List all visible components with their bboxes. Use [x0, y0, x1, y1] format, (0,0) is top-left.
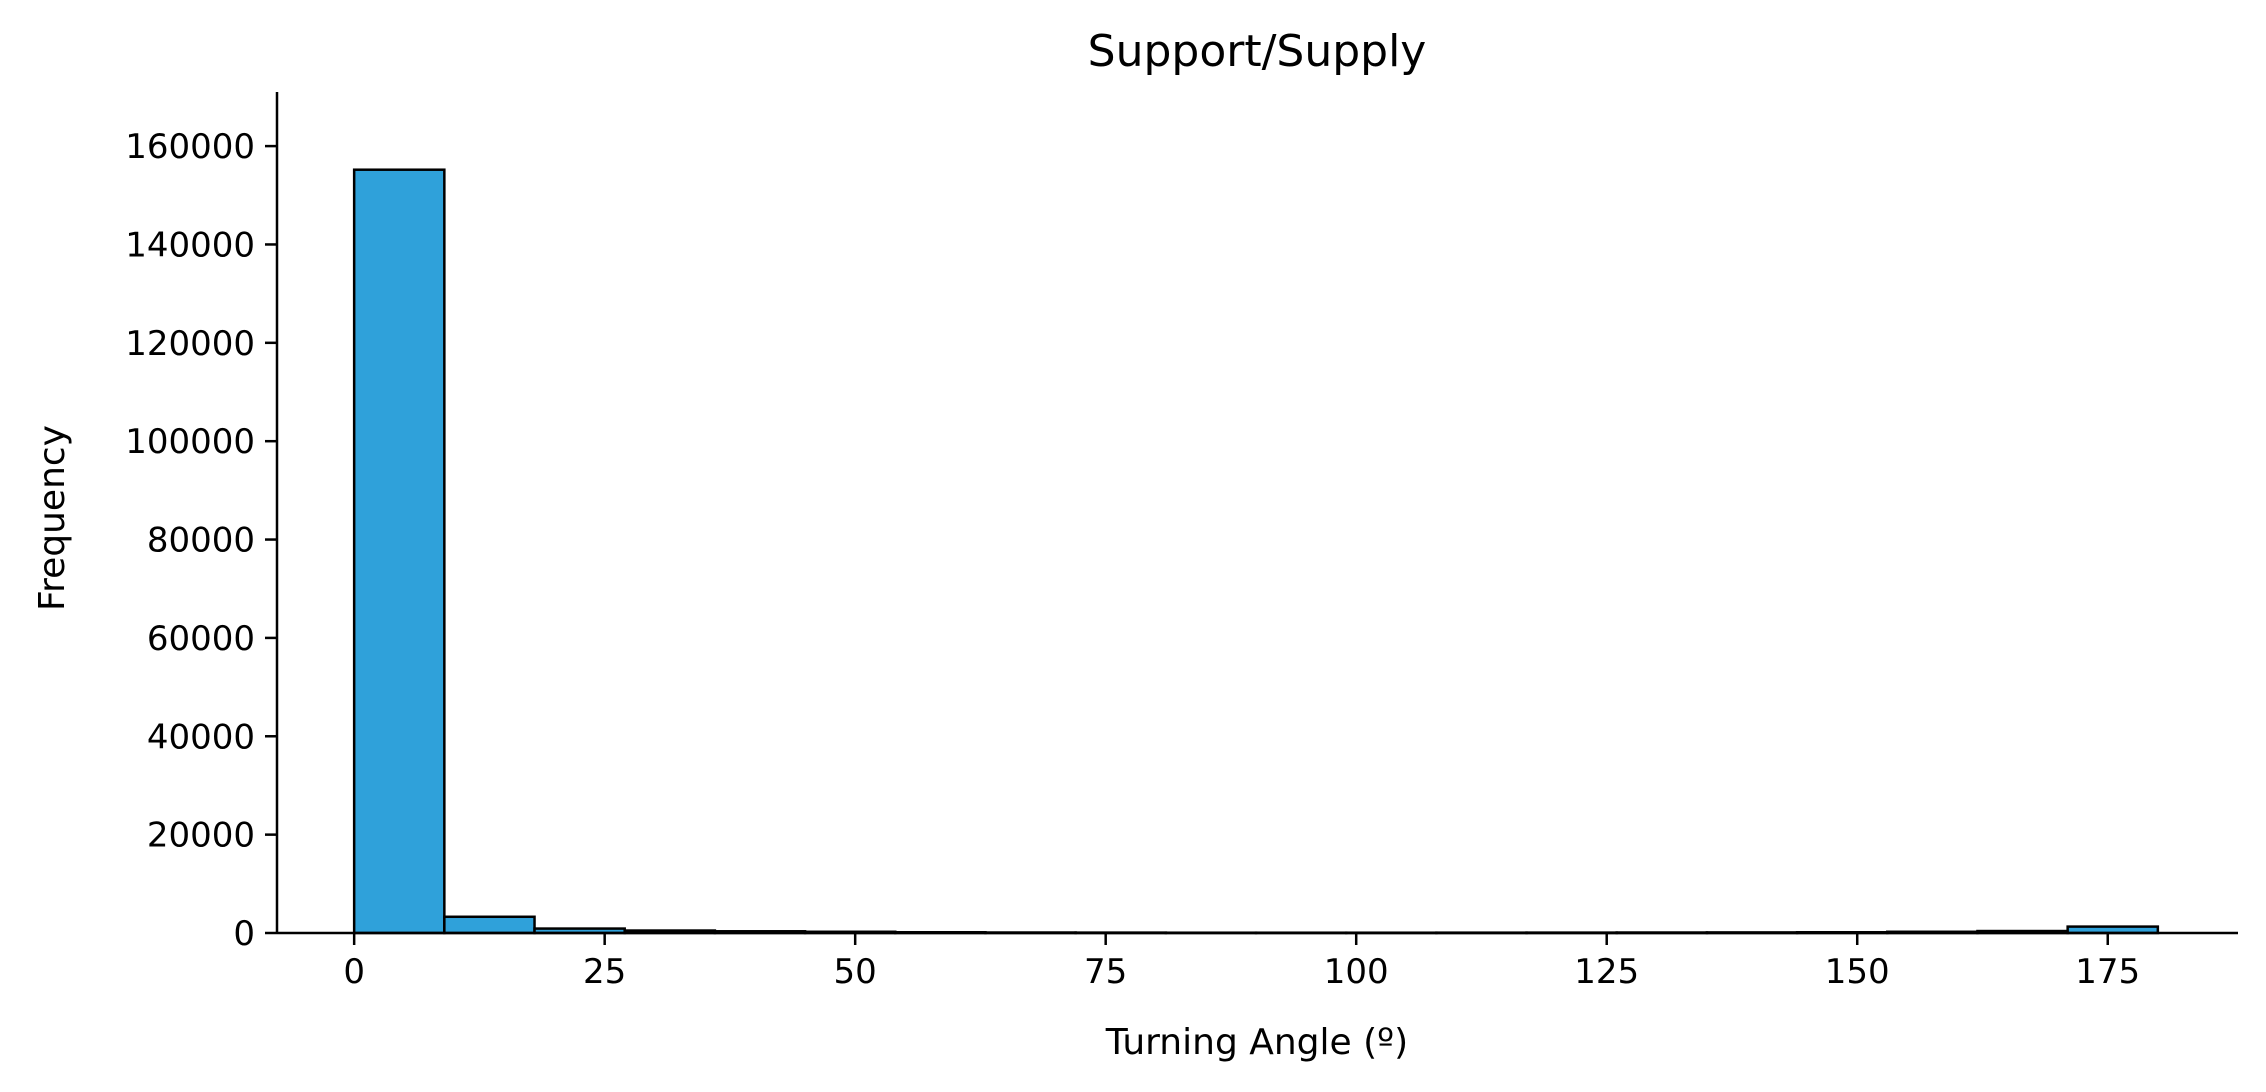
y-tick-label: 80000: [147, 521, 255, 561]
x-tick-label: 25: [583, 952, 626, 992]
x-axis-title: Turning Angle (º): [1105, 1022, 1408, 1063]
chart-title: Support/Supply: [1088, 26, 1427, 77]
y-tick-label: 120000: [125, 324, 255, 364]
y-axis-title: Frequency: [32, 425, 73, 611]
x-tick-label: 125: [1574, 952, 1639, 992]
y-tick-label: 20000: [147, 816, 255, 856]
x-ticks-group: 0 25 50 75 100 125 150 175: [343, 933, 2140, 992]
x-tick-label: 100: [1324, 952, 1389, 992]
bars-group: [352, 168, 2160, 935]
histogram-bar: [443, 915, 536, 935]
x-tick-label: 150: [1825, 952, 1890, 992]
x-tick-label: 175: [2075, 952, 2140, 992]
x-tick-label: 50: [834, 952, 877, 992]
y-ticks-group: 0 20000 40000 60000 80000 100000 120000 140000 1…: [125, 127, 277, 954]
x-tick-label: 75: [1084, 952, 1127, 992]
y-tick-label: 40000: [147, 717, 255, 757]
y-tick-label: 100000: [125, 422, 255, 462]
y-tick-label: 140000: [125, 225, 255, 265]
y-tick-label: 160000: [125, 127, 255, 167]
y-tick-label: 0: [233, 914, 255, 954]
y-tick-label: 60000: [147, 619, 255, 659]
histogram-bar: [352, 168, 446, 935]
x-tick-label: 0: [343, 952, 365, 992]
